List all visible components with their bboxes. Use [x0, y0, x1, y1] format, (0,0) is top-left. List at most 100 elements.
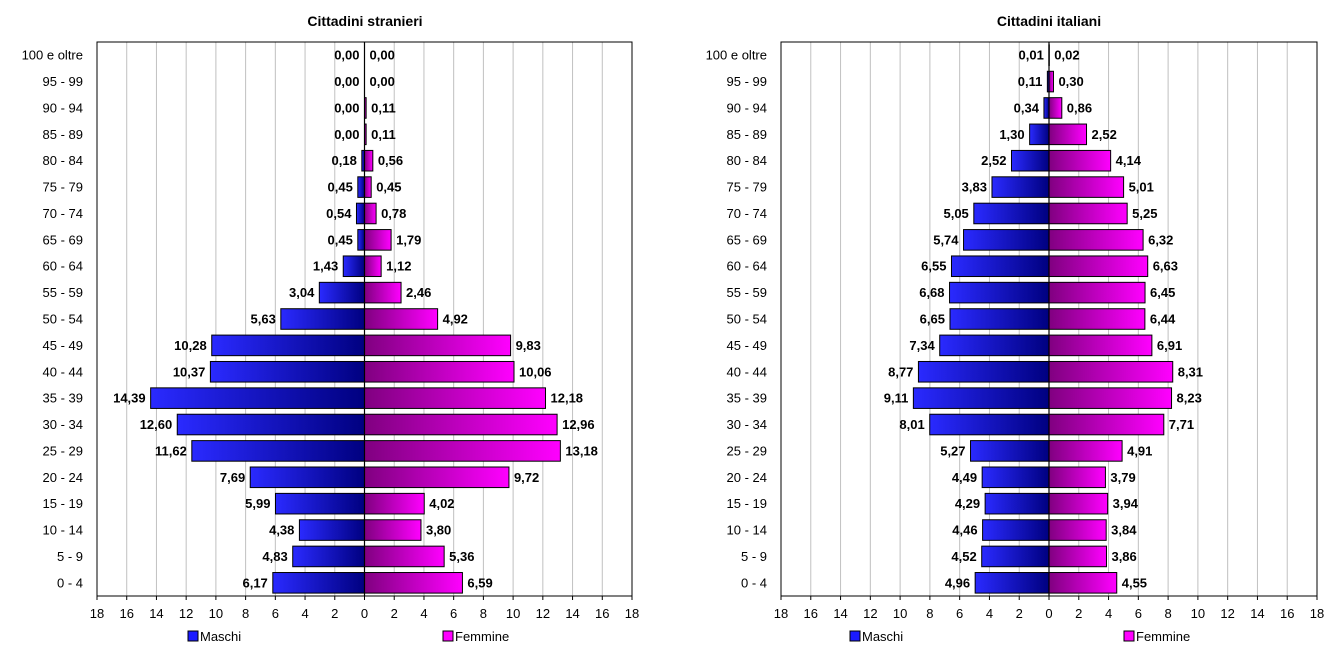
x-tick-label: 10	[1191, 606, 1205, 621]
bar-femmine	[1048, 466, 1106, 489]
bar-maschi	[342, 255, 365, 278]
bar-maschi	[191, 440, 365, 462]
x-tick-label: 4	[986, 606, 993, 621]
bar-maschi	[974, 572, 1050, 594]
data-label-maschi: 14,39	[113, 391, 146, 406]
bar-femmine	[364, 572, 463, 594]
bar-maschi	[298, 519, 365, 541]
bar-femmine	[1048, 360, 1174, 383]
x-tick-label: 16	[804, 606, 818, 621]
x-tick-label: 2	[1016, 606, 1023, 621]
data-label-maschi: 6,65	[920, 312, 945, 327]
data-label-femmine: 2,52	[1092, 127, 1117, 142]
chart-2: Cittadini italiani 0 - 4 4,96 4,55 5 - 9 4,52…	[706, 13, 1325, 644]
bar-femmine	[1048, 413, 1165, 436]
bar-femmine	[1048, 387, 1173, 409]
category-label: 20 - 24	[43, 470, 83, 485]
data-label-femmine: 0,45	[376, 180, 401, 195]
category-label: 80 - 84	[43, 153, 83, 168]
bar-maschi	[917, 360, 1050, 383]
data-label-femmine: 5,01	[1129, 180, 1154, 195]
category-label: 75 - 79	[43, 180, 83, 195]
legend-label: Maschi	[200, 629, 241, 644]
x-tick-label: 6	[272, 606, 279, 621]
data-label-femmine: 8,31	[1178, 364, 1203, 379]
data-label-maschi: 4,46	[952, 523, 977, 538]
data-label-femmine: 3,80	[426, 523, 451, 538]
data-label-femmine: 3,86	[1111, 549, 1136, 564]
data-label-maschi: 0,00	[334, 100, 359, 115]
x-tick-label: 2	[331, 606, 338, 621]
x-tick-label: 16	[1280, 606, 1294, 621]
category-label: 90 - 94	[43, 100, 83, 115]
legend-maschi: Maschi	[849, 629, 903, 644]
bar-femmine	[364, 308, 439, 330]
bar-femmine	[1048, 176, 1125, 198]
data-label-maschi: 7,34	[909, 338, 935, 353]
data-label-femmine: 0,11	[371, 127, 396, 142]
legend-femmine: Femmine	[1123, 629, 1190, 644]
bar-femmine	[1048, 149, 1112, 172]
category-label: 40 - 44	[43, 364, 83, 379]
category-label: 10 - 14	[43, 523, 83, 538]
data-label-femmine: 0,56	[378, 153, 403, 168]
bar-femmine	[364, 545, 445, 568]
data-label-femmine: 7,71	[1169, 417, 1194, 432]
bar-maschi	[211, 334, 365, 357]
data-label-maschi: 5,05	[943, 206, 968, 221]
x-tick-label: 0	[1045, 606, 1052, 621]
x-tick-label: 12	[863, 606, 877, 621]
category-label: 35 - 39	[43, 391, 83, 406]
data-label-maschi: 3,04	[289, 285, 315, 300]
data-label-femmine: 1,12	[386, 259, 411, 274]
bar-femmine	[1048, 97, 1063, 119]
bar-femmine	[364, 255, 382, 278]
x-tick-label: 6	[1135, 606, 1142, 621]
bar-maschi	[981, 466, 1050, 489]
data-label-maschi: 5,99	[245, 496, 270, 511]
bar-maschi	[963, 229, 1050, 251]
data-label-femmine: 5,36	[449, 549, 474, 564]
x-tick-label: 18	[1310, 606, 1324, 621]
bar-femmine	[1048, 308, 1146, 330]
bar-maschi	[929, 413, 1050, 436]
bar-maschi	[280, 308, 365, 330]
x-tick-label: 18	[625, 606, 639, 621]
data-label-maschi: 0,45	[328, 232, 353, 247]
data-label-femmine: 6,63	[1153, 259, 1178, 274]
bar-femmine	[364, 281, 402, 304]
x-tick-label: 12	[1220, 606, 1234, 621]
data-label-maschi: 0,18	[332, 153, 357, 168]
bar-femmine	[364, 229, 392, 251]
data-label-femmine: 6,32	[1148, 232, 1173, 247]
category-label: 25 - 29	[43, 443, 83, 458]
data-label-maschi: 1,43	[313, 259, 338, 274]
category-label: 10 - 14	[727, 523, 767, 538]
data-label-maschi: 4,49	[952, 470, 977, 485]
bar-maschi	[355, 202, 366, 225]
data-label-femmine: 8,23	[1177, 391, 1202, 406]
bar-maschi	[982, 519, 1050, 541]
data-label-maschi: 8,01	[899, 417, 924, 432]
bar-maschi	[318, 281, 366, 304]
data-label-maschi: 7,69	[220, 470, 245, 485]
category-label: 60 - 64	[43, 259, 83, 274]
category-label: 5 - 9	[57, 549, 83, 564]
data-label-femmine: 12,18	[551, 391, 584, 406]
bar-maschi	[274, 492, 365, 515]
data-label-femmine: 3,79	[1110, 470, 1135, 485]
data-label-femmine: 2,46	[406, 285, 431, 300]
data-label-femmine: 0,78	[381, 206, 406, 221]
x-tick-label: 8	[480, 606, 487, 621]
category-label: 85 - 89	[43, 127, 83, 142]
bar-maschi	[357, 229, 365, 251]
category-label: 85 - 89	[727, 127, 767, 142]
data-label-maschi: 4,83	[262, 549, 287, 564]
data-label-femmine: 6,91	[1157, 338, 1182, 353]
bar-femmine	[1048, 334, 1153, 357]
bar-maschi	[176, 413, 365, 436]
category-label: 80 - 84	[727, 153, 767, 168]
data-label-maschi: 5,74	[933, 232, 959, 247]
data-label-maschi: 0,01	[1019, 48, 1044, 63]
